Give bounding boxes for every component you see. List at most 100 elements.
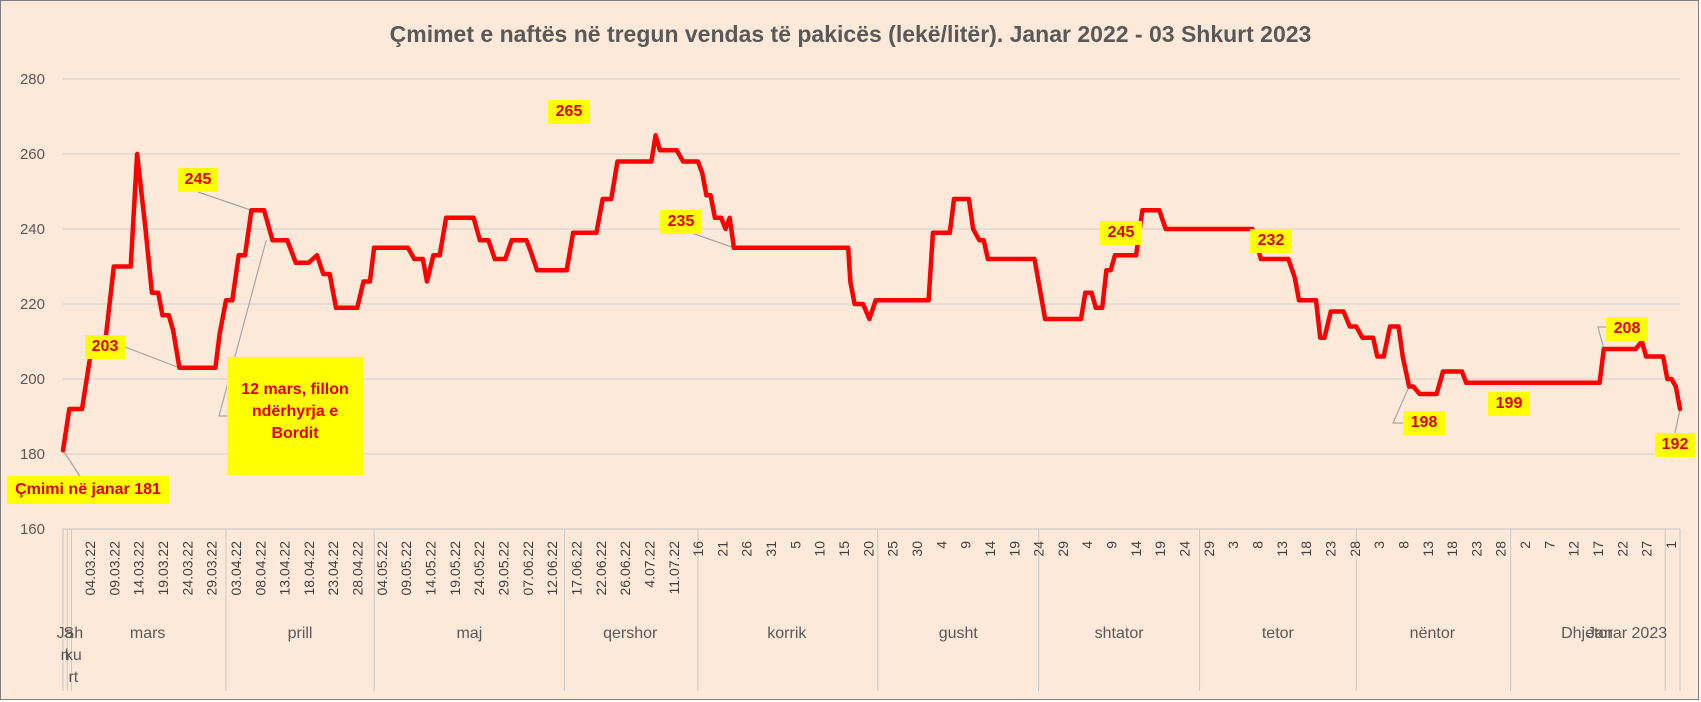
x-tick-label: 18 xyxy=(1444,541,1460,557)
x-tick-label: 20 xyxy=(860,541,876,557)
callout-leader-line xyxy=(197,191,252,211)
x-tick-label: 5 xyxy=(787,541,803,549)
month-label: Ja xyxy=(57,625,74,642)
x-tick-label: 8 xyxy=(1250,541,1266,549)
month-label: korrik xyxy=(767,625,807,642)
x-tick-label: 23 xyxy=(1322,541,1338,557)
x-tick-label: 18 xyxy=(1298,541,1314,557)
month-label: Sh xyxy=(64,625,84,642)
y-tick-label: 180 xyxy=(20,446,45,463)
x-tick-label: 4.07.22 xyxy=(641,541,657,588)
x-tick-label: 21 xyxy=(714,541,730,557)
x-tick-label: 29 xyxy=(1201,541,1217,557)
x-tick-label: 9 xyxy=(1104,541,1120,549)
x-tick-label: 19.03.22 xyxy=(155,541,171,596)
annotation-198: 198 xyxy=(1403,411,1445,435)
x-tick-label: 22 xyxy=(1614,541,1630,557)
x-tick-label: 10 xyxy=(812,541,828,557)
x-tick-label: 09.03.22 xyxy=(106,541,122,596)
x-tick-label: 29.05.22 xyxy=(495,541,511,596)
x-tick-label: 04.03.22 xyxy=(82,541,98,596)
x-tick-label: 07.06.22 xyxy=(520,541,536,596)
annotation-245-march: 245 xyxy=(178,168,218,192)
x-tick-label: 24.05.22 xyxy=(471,541,487,596)
y-tick-label: 240 xyxy=(20,221,45,238)
x-tick-label: 11.07.22 xyxy=(666,541,682,595)
annotation-board-intervention: 12 mars, fillon ndërhyrja e Bordit xyxy=(227,357,363,475)
annotation-192: 192 xyxy=(1655,433,1695,457)
x-tick-label: 9 xyxy=(958,541,974,549)
y-tick-label: 220 xyxy=(20,296,45,313)
x-tick-label: 31 xyxy=(763,541,779,557)
x-tick-label: 26.06.22 xyxy=(617,541,633,596)
month-label: ku xyxy=(65,647,82,664)
x-tick-label: 7 xyxy=(1541,541,1557,549)
month-label: shtator xyxy=(1095,625,1145,642)
x-tick-label: 14.05.22 xyxy=(423,541,439,596)
month-label: gusht xyxy=(939,625,979,642)
x-tick-label: 17 xyxy=(1590,541,1606,557)
month-label: Janar 2023 xyxy=(1587,625,1667,642)
x-tick-label: 14.03.22 xyxy=(131,541,147,596)
chart-title: Çmimet e naftës në tregun vendas të paki… xyxy=(389,21,1312,47)
x-tick-label: 1 xyxy=(1663,541,1679,549)
month-label: prill xyxy=(288,625,313,642)
month-label: maj xyxy=(456,625,482,642)
callout-leader-line xyxy=(1392,386,1410,424)
x-tick-label: 28 xyxy=(1347,541,1363,557)
x-tick-label: 17.06.22 xyxy=(568,541,584,596)
x-tick-label: 29 xyxy=(1055,541,1071,557)
x-tick-label: 25 xyxy=(885,541,901,557)
month-label: tetor xyxy=(1262,625,1295,642)
x-tick-label: 27 xyxy=(1639,541,1655,557)
y-tick-label: 280 xyxy=(20,71,45,88)
x-tick-label: 29.03.22 xyxy=(204,541,220,596)
annotation-265: 265 xyxy=(548,100,590,124)
annotation-208: 208 xyxy=(1606,317,1648,341)
x-tick-label: 8 xyxy=(1395,541,1411,549)
x-tick-label: 24.03.22 xyxy=(179,541,195,596)
callout-leader-line xyxy=(1674,408,1681,434)
x-tick-label: 15 xyxy=(836,541,852,557)
month-label: mars xyxy=(130,625,166,642)
x-tick-label: 12 xyxy=(1566,541,1582,557)
x-tick-label: 12.06.22 xyxy=(544,541,560,596)
annotation-january: Çmimi në janar 181 xyxy=(7,476,169,504)
month-label: n xyxy=(61,647,70,664)
x-tick-label: 28.04.22 xyxy=(350,541,366,596)
price-line xyxy=(60,133,1683,453)
x-tick-label: 16 xyxy=(690,541,706,557)
month-label: nëntor xyxy=(1410,625,1456,642)
callout-leader-line xyxy=(124,346,180,369)
x-tick-label: 19 xyxy=(1152,541,1168,557)
y-tick-label: 160 xyxy=(20,521,45,538)
x-tick-label: 09.05.22 xyxy=(398,541,414,596)
x-tick-label: 22.06.22 xyxy=(593,541,609,596)
callout-leader-line xyxy=(218,240,267,417)
annotation-245-october: 245 xyxy=(1100,221,1142,245)
x-tick-label: 4 xyxy=(933,541,949,549)
x-tick-label: 30 xyxy=(909,541,925,557)
x-tick-label: 28 xyxy=(1493,541,1509,557)
x-tick-label: 08.04.22 xyxy=(252,541,268,596)
x-tick-label: 13 xyxy=(1274,541,1290,557)
x-tick-label: 3 xyxy=(1371,541,1387,549)
callout-leader-line xyxy=(1597,326,1606,350)
annotation-199: 199 xyxy=(1488,392,1530,416)
annotation-203: 203 xyxy=(85,335,125,359)
x-tick-label: 13.04.22 xyxy=(277,541,293,596)
x-tick-label: 24 xyxy=(1177,541,1193,557)
x-tick-label: 2 xyxy=(1517,541,1533,549)
month-label: Dhjetor xyxy=(1561,625,1613,642)
x-tick-label: 3 xyxy=(1225,541,1241,549)
x-tick-label: 24 xyxy=(1031,541,1047,557)
x-tick-label: 23.04.22 xyxy=(325,541,341,596)
x-tick-label: 18.04.22 xyxy=(301,541,317,596)
annotation-235: 235 xyxy=(660,210,702,234)
y-tick-label: 260 xyxy=(20,146,45,163)
x-tick-label: 19.05.22 xyxy=(447,541,463,596)
x-tick-label: 03.04.22 xyxy=(228,541,244,596)
x-tick-label: 19 xyxy=(1006,541,1022,557)
x-tick-label: 13 xyxy=(1420,541,1436,557)
